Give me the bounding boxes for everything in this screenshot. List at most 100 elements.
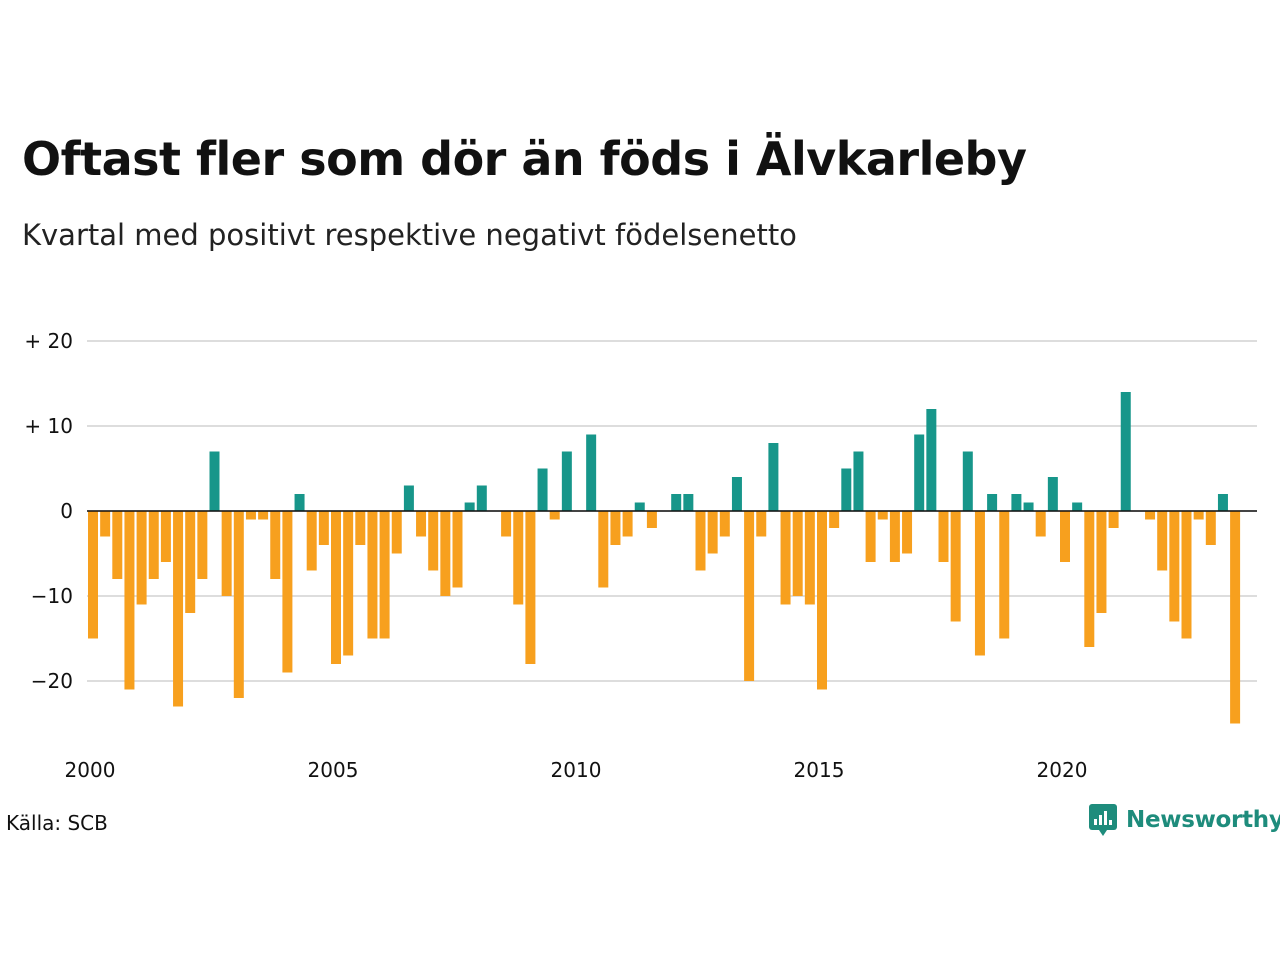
y-tick-label: −10 — [31, 584, 73, 608]
bar — [476, 485, 487, 511]
bar — [501, 511, 512, 537]
bar — [744, 511, 755, 681]
bar — [683, 494, 694, 511]
bar — [1145, 511, 1156, 520]
bar — [391, 511, 402, 554]
bar-chart: + 20 + 10 0 −10 −20 2000 2005 2010 2015 2020 — [24, 329, 1257, 782]
bar — [148, 511, 159, 579]
bar — [294, 494, 305, 511]
bar — [1157, 511, 1168, 571]
bar — [1072, 502, 1083, 511]
bar — [428, 511, 439, 571]
bar — [950, 511, 961, 622]
bar — [258, 511, 269, 520]
bar — [1084, 511, 1095, 647]
bar — [197, 511, 208, 579]
bar — [987, 494, 998, 511]
bar — [355, 511, 366, 545]
bar — [173, 511, 184, 707]
bar — [440, 511, 451, 596]
source-note: Källa: SCB — [6, 811, 108, 835]
bars — [88, 392, 1241, 724]
bar — [622, 511, 633, 537]
bar — [1060, 511, 1070, 562]
bar — [367, 511, 378, 639]
bar — [598, 511, 609, 588]
bar — [1193, 511, 1204, 520]
bar — [270, 511, 281, 579]
bar — [914, 434, 925, 511]
bar — [318, 511, 329, 545]
x-tick-label: 2000 — [65, 758, 116, 782]
bar — [804, 511, 815, 605]
bar — [112, 511, 123, 579]
bar — [1108, 511, 1119, 528]
bar — [416, 511, 427, 537]
bar — [841, 468, 852, 511]
bar — [671, 494, 682, 511]
x-tick-label: 2010 — [551, 758, 602, 782]
bar — [100, 511, 111, 537]
bar — [1011, 494, 1022, 511]
bar — [586, 434, 597, 511]
bar — [464, 502, 475, 511]
bar — [331, 511, 341, 664]
bar — [233, 511, 244, 698]
bar — [731, 477, 742, 511]
bar — [646, 511, 657, 528]
bar — [792, 511, 803, 596]
bar — [537, 468, 548, 511]
brand-name: Newsworthy — [1126, 807, 1280, 833]
brand-logo: Newsworthy — [1088, 803, 1280, 837]
bar — [999, 511, 1010, 639]
bar — [513, 511, 524, 605]
bar — [877, 511, 888, 520]
bar — [926, 409, 937, 511]
y-tick-label: + 20 — [24, 329, 73, 353]
bar — [695, 511, 706, 571]
bar — [185, 511, 196, 613]
bar — [525, 511, 536, 664]
bar — [561, 451, 572, 511]
bar — [1205, 511, 1216, 545]
chart-subtitle: Kvartal med positivt respektive negativt… — [22, 218, 797, 252]
bar — [1023, 502, 1034, 511]
bar — [756, 511, 767, 537]
y-tick-label: 0 — [60, 499, 73, 523]
y-tick-label: −20 — [31, 669, 73, 693]
bar — [221, 511, 232, 596]
bar — [1181, 511, 1192, 639]
bar — [306, 511, 317, 571]
bar — [209, 451, 220, 511]
bar — [136, 511, 147, 605]
x-tick-label: 2015 — [794, 758, 845, 782]
x-tick-label: 2020 — [1037, 758, 1088, 782]
bar — [1217, 494, 1228, 511]
bar — [403, 485, 414, 511]
bar — [549, 511, 560, 520]
bar — [817, 511, 827, 690]
bar — [1169, 511, 1180, 622]
bar — [780, 511, 791, 605]
bar — [829, 511, 840, 528]
bar — [379, 511, 390, 639]
bar — [974, 511, 985, 656]
bar — [1230, 511, 1241, 724]
chart-title: Oftast fler som dör än föds i Älvkarleby — [22, 132, 1027, 186]
bar — [719, 511, 730, 537]
bar — [88, 511, 98, 639]
bar — [160, 511, 171, 562]
bar — [1035, 511, 1046, 537]
bar — [889, 511, 900, 562]
bar — [282, 511, 293, 673]
newsworthy-logo-icon — [1089, 804, 1117, 836]
bar — [938, 511, 949, 562]
bar — [452, 511, 463, 588]
bar — [245, 511, 256, 520]
bar — [853, 451, 864, 511]
bar — [634, 502, 645, 511]
bar — [707, 511, 718, 554]
bar — [962, 451, 973, 511]
bar — [1047, 477, 1058, 511]
x-axis-labels: 2000 2005 2010 2015 2020 — [65, 758, 1088, 782]
